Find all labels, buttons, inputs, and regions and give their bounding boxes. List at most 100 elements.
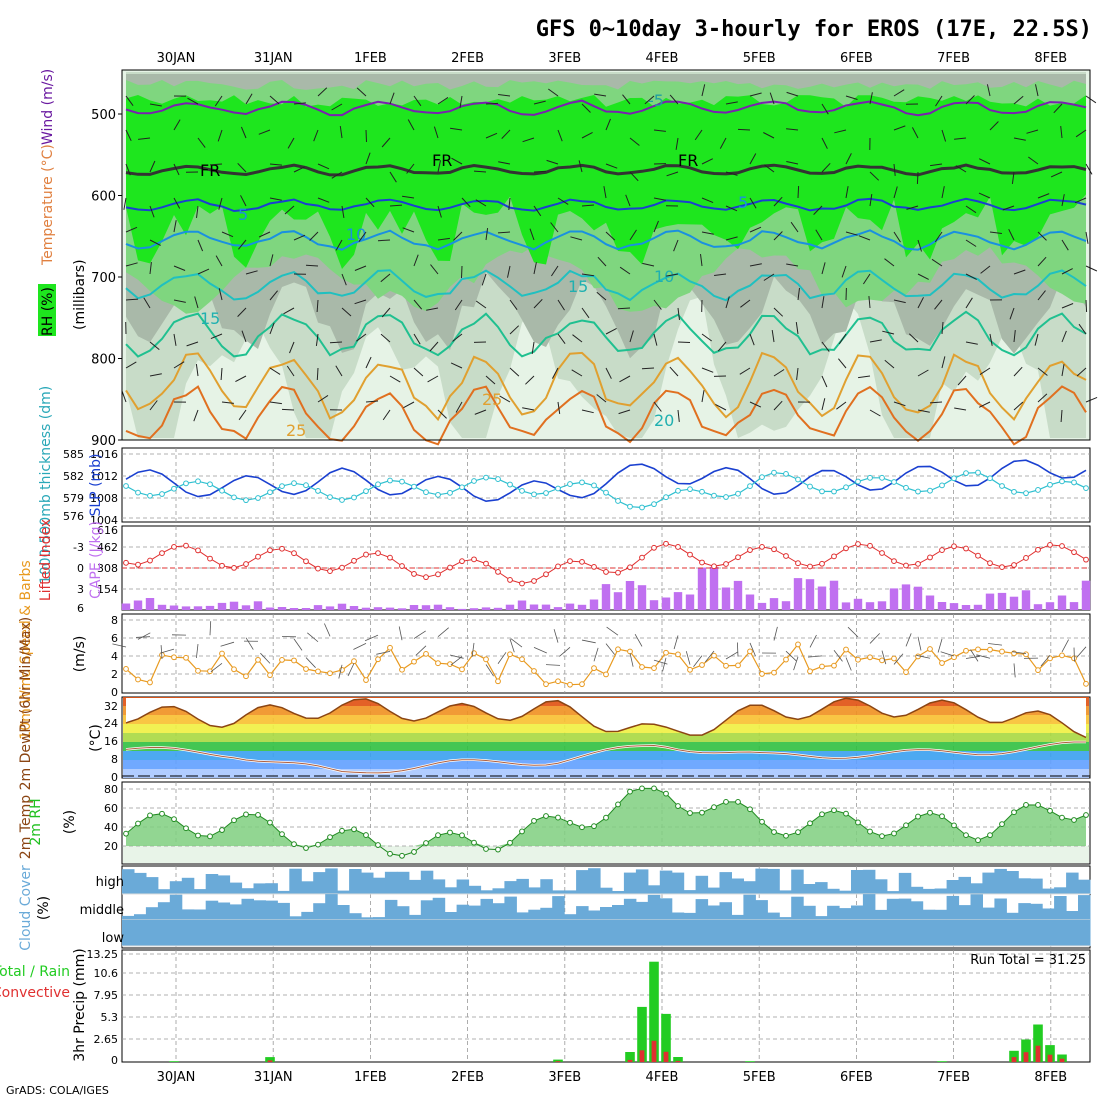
cloud-cell <box>373 917 386 920</box>
cloud-cell <box>755 900 768 920</box>
cape-bar <box>445 607 455 610</box>
wind-barb-10m <box>1013 663 1016 678</box>
wind-barb <box>240 126 247 139</box>
axis-tick-label: 8 <box>111 614 118 627</box>
data-point <box>651 665 657 672</box>
precip-conv-bar <box>267 1060 273 1062</box>
wind-barb <box>218 288 223 301</box>
cloud-cell <box>934 920 948 946</box>
cloud-cell <box>157 902 171 920</box>
wind-barb <box>269 163 283 166</box>
cloud-cell <box>588 868 601 894</box>
upper-pressure-label: (millibars) <box>72 259 88 330</box>
data-point <box>867 654 873 661</box>
wind-barb <box>605 327 617 335</box>
data-point <box>135 489 141 496</box>
wind-barb-10m <box>773 626 778 641</box>
wind-barb <box>965 205 977 214</box>
wind-barb <box>749 333 755 346</box>
cloud-cell <box>970 920 983 946</box>
data-point <box>471 478 477 484</box>
data-point <box>399 563 405 569</box>
contour-5 <box>125 197 1087 213</box>
data-point <box>1035 546 1041 553</box>
data-point <box>711 804 717 811</box>
axis-tick-label: 20 <box>104 840 118 853</box>
cape-bar <box>193 606 203 610</box>
cloud-cell <box>492 903 505 920</box>
data-point <box>999 821 1005 827</box>
data-point <box>147 557 153 564</box>
precip-total-bar <box>265 1057 275 1062</box>
data-point <box>855 478 861 485</box>
data-point <box>363 488 369 495</box>
wind-barb <box>498 94 511 97</box>
cloud-cell <box>1054 896 1067 920</box>
rh2m-label: 2m RH <box>28 798 44 845</box>
cloud-cell <box>886 920 900 946</box>
cloud-label: Cloud Cover <box>18 865 34 951</box>
precip-conv-bar <box>1011 1057 1017 1062</box>
data-point <box>927 554 933 561</box>
wind-barb <box>773 369 785 377</box>
wind-barb-10m <box>559 646 571 657</box>
data-point <box>831 553 837 560</box>
wind-barb <box>293 102 306 105</box>
cape-bar <box>745 594 755 610</box>
data-point <box>603 489 609 496</box>
cloud-cell <box>671 920 685 946</box>
wind-barb <box>862 273 871 285</box>
wind-barb <box>769 92 775 105</box>
wind-barb <box>1013 269 1026 275</box>
data-point <box>927 487 933 494</box>
cloud-cell <box>205 874 219 894</box>
axis-tick-label: 0 <box>111 686 118 699</box>
wind-barb <box>858 235 871 241</box>
data-point <box>579 479 585 486</box>
cape-bar <box>865 602 875 610</box>
data-point <box>255 656 261 663</box>
contour-label: 25 <box>286 421 306 440</box>
precip-conv-bar <box>1059 1058 1065 1062</box>
wind-barb <box>677 409 680 422</box>
wind-barb <box>917 273 929 280</box>
cloud-cell <box>313 920 326 946</box>
data-point <box>423 840 429 846</box>
cloud-cell <box>229 882 243 894</box>
wind-barb <box>737 128 751 131</box>
cloud-cell <box>396 871 410 894</box>
date-label-top: 7FEB <box>937 51 970 66</box>
cloud-cell <box>576 906 589 920</box>
data-point <box>1071 817 1077 823</box>
cape-bar <box>457 608 467 610</box>
data-point <box>591 564 597 570</box>
cloud-cell <box>134 920 147 946</box>
precip-conv-bar <box>639 1050 645 1062</box>
data-point <box>903 669 909 676</box>
rh-base-band <box>123 846 1089 863</box>
cloud-cell <box>552 890 565 894</box>
data-point <box>507 839 513 846</box>
wind-barb <box>821 262 826 275</box>
data-point <box>927 646 933 652</box>
axis-tick-label: 6 <box>111 632 118 645</box>
data-point <box>267 819 273 826</box>
precip-ylabel: 3hr Precip (mm) <box>72 948 88 1061</box>
data-point <box>879 657 885 664</box>
wind-barb <box>1008 228 1015 241</box>
wind-barb <box>725 205 738 212</box>
cape-bar <box>949 603 959 610</box>
cloud-cell <box>803 905 816 920</box>
wind-barb <box>786 91 799 97</box>
wind-barb <box>365 400 379 403</box>
wind-barb <box>1011 171 1015 184</box>
cloud-cell <box>145 920 159 946</box>
wind-barb <box>335 239 343 251</box>
cloud-cell <box>683 912 697 920</box>
data-point <box>183 480 189 487</box>
cape-bar <box>913 586 923 610</box>
wind-barb <box>533 205 542 217</box>
wind-barb-10m <box>785 650 797 662</box>
wind-barb <box>911 127 919 139</box>
cloud-cell <box>468 920 482 946</box>
